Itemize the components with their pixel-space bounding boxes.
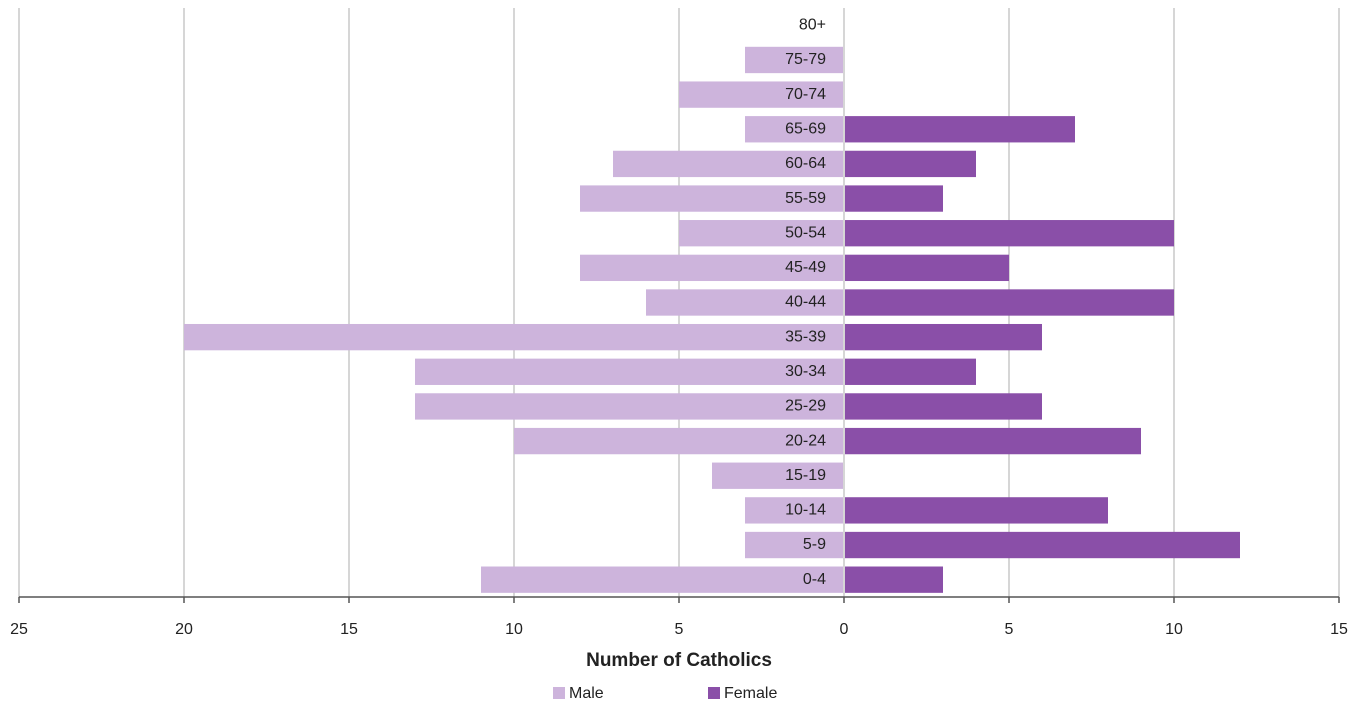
bar [745,46,843,74]
category-label: 15-19 [785,467,826,484]
category-label: 10-14 [785,502,826,519]
bar [845,358,976,385]
bar [845,185,943,212]
bar [580,254,843,282]
bar [481,566,843,593]
bar [845,531,1240,559]
bar [845,289,1174,316]
bar [184,323,843,351]
bar [845,497,1108,524]
bar [514,427,843,455]
bar [679,220,843,247]
category-label: 30-34 [785,363,826,380]
bar [845,116,1075,143]
category-label: 50-54 [785,224,826,241]
bar [712,462,843,489]
x-tick-label: 10 [505,621,523,638]
x-tick-label: 15 [1330,621,1348,638]
bar [613,150,843,178]
bar [415,393,843,420]
category-label: 35-39 [785,328,826,345]
bar [745,497,843,524]
bar [679,81,843,108]
category-label: 25-29 [785,398,826,415]
bar [580,185,843,212]
bar [845,150,976,178]
legend-label: Male [569,685,604,702]
category-label: 75-79 [785,51,826,68]
category-label: 40-44 [785,294,826,311]
bar [845,323,1042,351]
x-tick-label: 25 [10,621,28,638]
category-label: 0-4 [803,571,826,588]
bar [845,566,943,593]
category-label: 60-64 [785,155,826,172]
bar [646,289,843,316]
x-tick-label: 20 [175,621,193,638]
bar [845,427,1141,455]
category-label: 65-69 [785,120,826,137]
x-tick-label: 15 [340,621,358,638]
category-label: 80+ [799,17,826,34]
category-label: 55-59 [785,190,826,207]
category-label: 70-74 [785,86,826,103]
x-tick-label: 0 [840,621,849,638]
legend-swatch [553,687,565,699]
legend-swatch [708,687,720,699]
x-tick-label: 5 [675,621,684,638]
bar [415,358,843,385]
category-label: 5-9 [803,536,826,553]
bar [745,531,843,559]
x-axis-title: Number of Catholics [586,650,772,671]
bar [845,254,1009,282]
bar [745,116,843,143]
bar [845,220,1174,247]
legend-label: Female [724,685,777,702]
x-tick-label: 5 [1005,621,1014,638]
category-label: 20-24 [785,432,826,449]
x-tick-label: 10 [1165,621,1183,638]
bar [845,393,1042,420]
category-label: 45-49 [785,259,826,276]
